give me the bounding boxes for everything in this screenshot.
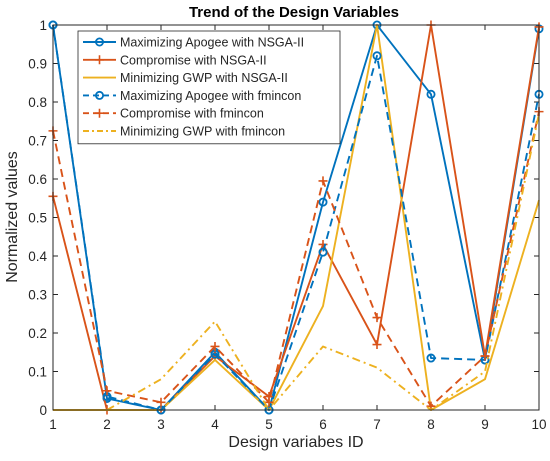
chart-title: Trend of the Design Variables xyxy=(189,4,399,21)
x-tick-label: 9 xyxy=(481,417,489,432)
y-tick-label: 0.7 xyxy=(28,134,47,149)
series-4-line xyxy=(52,24,540,411)
x-axis-label: Design variabes ID xyxy=(228,434,363,451)
y-axis-label: Normalized values xyxy=(4,151,21,283)
legend-swatch-marker xyxy=(95,90,105,100)
legend-swatch-marker xyxy=(95,108,104,118)
axes-box xyxy=(52,24,540,411)
series-1-point-marker xyxy=(318,197,328,207)
legend-item: Minimizing GWP with NSGA-II xyxy=(83,71,288,85)
legend-label: Compromise with fmincon xyxy=(120,107,264,121)
x-tick-label: 8 xyxy=(427,417,435,432)
legend-label: Minimizing GWP with fmincon xyxy=(120,125,285,139)
legend-label: Compromise with NSGA-II xyxy=(120,53,267,67)
legend-item: Maximizing Apogee with NSGA-II xyxy=(83,36,304,50)
series-2-point-marker xyxy=(372,340,382,350)
y-tick-label: 0 xyxy=(39,403,47,418)
y-tick-label: 0.9 xyxy=(28,57,47,72)
x-tick-label: 4 xyxy=(211,417,219,432)
series-4-point-marker xyxy=(372,51,382,61)
series-4-point-marker xyxy=(426,353,436,363)
x-tick-label: 7 xyxy=(373,417,381,432)
series-4-point-marker xyxy=(318,247,328,257)
legend-label: Maximizing Apogee with NSGA-II xyxy=(120,36,304,50)
y-tick-label: 0.1 xyxy=(28,365,47,380)
x-tick-label: 2 xyxy=(103,417,111,432)
y-tick-label: 0.4 xyxy=(28,249,47,264)
y-tick-label: 0.5 xyxy=(28,211,47,226)
legend-item: Minimizing GWP with fmincon xyxy=(83,125,285,139)
series-5-point-marker xyxy=(156,397,166,407)
series-5-point-marker xyxy=(210,341,220,351)
series-6 xyxy=(53,113,540,411)
legend-item: Compromise with fmincon xyxy=(83,107,264,121)
legend: Maximizing Apogee with NSGA-II Compromise… xyxy=(77,30,341,145)
legend-item: Maximizing Apogee with fmincon xyxy=(83,89,301,103)
legend-item: Compromise with NSGA-II xyxy=(83,53,267,67)
legend-label: Maximizing Apogee with fmincon xyxy=(120,89,301,103)
series-1-point-marker xyxy=(426,89,436,99)
x-tick-label: 10 xyxy=(531,417,546,432)
y-tick-label: 0.6 xyxy=(28,172,47,187)
series-5-point-marker xyxy=(318,176,328,186)
legend-label: Minimizing GWP with NSGA-II xyxy=(120,71,288,85)
series-5-point-marker xyxy=(102,386,112,396)
legend-box xyxy=(77,30,341,145)
legend-swatch-marker xyxy=(95,37,105,47)
y-tick-label: 0.8 xyxy=(28,95,47,110)
series-6-line xyxy=(53,113,540,411)
series-5-point-marker xyxy=(372,313,382,323)
series-5-point-marker xyxy=(264,397,274,407)
x-tick-label: 5 xyxy=(265,417,273,432)
y-tick-label: 0.2 xyxy=(28,326,47,341)
legend-swatch-marker xyxy=(95,55,104,65)
series-5-line xyxy=(52,111,540,408)
x-tick-label: 6 xyxy=(319,417,327,432)
series-2-point-marker xyxy=(318,239,328,249)
series-5-point-marker xyxy=(480,351,490,361)
y-tick-label: 0.3 xyxy=(28,288,47,303)
x-tick-label: 1 xyxy=(49,417,57,432)
y-tick-label: 1 xyxy=(39,18,47,33)
x-tick-label: 3 xyxy=(157,417,165,432)
